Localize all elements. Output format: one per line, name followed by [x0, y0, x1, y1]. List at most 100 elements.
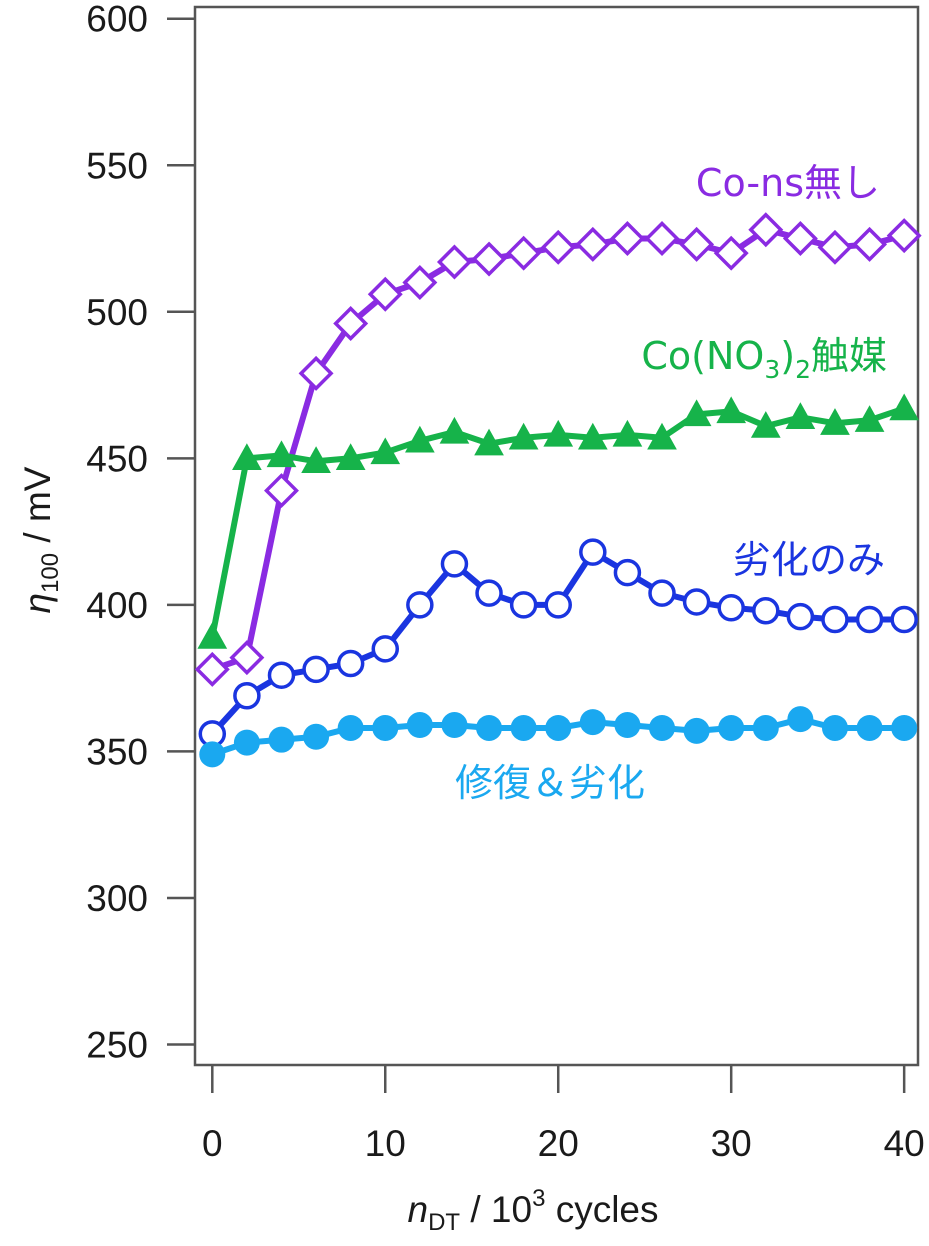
data-point — [406, 712, 433, 739]
y-tick-label: 600 — [86, 0, 148, 40]
x-axis-unit-suffix: cycles — [545, 1189, 658, 1230]
data-point — [750, 411, 781, 438]
x-tick-label: 30 — [711, 1123, 752, 1164]
data-point — [785, 402, 816, 430]
y-tick-label: 250 — [86, 1024, 148, 1065]
data-point — [510, 714, 537, 741]
data-point — [579, 709, 606, 736]
data-point — [267, 661, 296, 689]
data-point — [266, 440, 297, 468]
series-label-0: Co-ns無し — [696, 161, 880, 205]
data-point — [682, 588, 711, 616]
data-point — [441, 712, 468, 739]
data-point — [233, 681, 261, 710]
data-point — [406, 591, 434, 619]
data-point — [232, 443, 262, 471]
series-0 — [194, 212, 922, 687]
y-tick-label: 450 — [86, 438, 148, 479]
y-axis-title: η100 / mV — [17, 466, 64, 613]
data-point — [891, 714, 918, 741]
data-point — [681, 399, 712, 427]
x-axis-superscript: 3 — [532, 1185, 545, 1212]
data-point — [852, 226, 888, 262]
data-point — [544, 591, 572, 619]
x-tick-label: 20 — [538, 1123, 579, 1164]
x-axis-symbol: n — [407, 1189, 428, 1230]
data-point — [683, 717, 710, 744]
data-point — [436, 244, 472, 280]
data-point — [821, 714, 848, 741]
data-point — [817, 229, 853, 265]
data-point — [855, 605, 884, 634]
data-point — [752, 596, 780, 625]
y-axis-symbol: η — [17, 593, 58, 614]
data-point — [370, 437, 401, 465]
y-tick-label: 550 — [86, 145, 148, 186]
y-tick-label: 400 — [86, 585, 148, 626]
data-point — [787, 706, 814, 733]
data-point — [336, 649, 365, 678]
data-point — [890, 605, 918, 634]
data-point — [648, 579, 676, 607]
y-axis-subscript: 100 — [37, 553, 64, 593]
data-point — [440, 550, 469, 578]
data-point — [199, 741, 226, 768]
data-point — [717, 594, 745, 622]
data-point — [509, 591, 538, 619]
data-point — [474, 428, 504, 456]
data-point — [613, 558, 642, 587]
data-point — [194, 651, 230, 687]
data-point — [644, 221, 680, 257]
data-point — [229, 640, 265, 676]
data-point — [718, 714, 745, 741]
data-point — [405, 425, 435, 453]
data-point — [402, 265, 438, 300]
data-point — [543, 419, 574, 447]
data-point — [506, 235, 542, 271]
data-point — [233, 729, 260, 756]
y-tick-label: 350 — [86, 731, 148, 772]
x-tick-label: 0 — [202, 1123, 223, 1164]
series-layer — [194, 212, 922, 768]
x-axis-unit-prefix: / 10 — [460, 1189, 532, 1230]
data-point — [197, 622, 228, 649]
series-1 — [197, 393, 920, 649]
data-point — [575, 226, 611, 262]
data-point — [752, 714, 779, 741]
data-point — [508, 422, 539, 450]
series-label-2: 劣化のみ — [733, 538, 885, 582]
data-point — [577, 422, 608, 450]
data-point — [820, 408, 850, 435]
data-point — [854, 405, 885, 432]
data-point — [579, 538, 607, 566]
data-point — [545, 714, 572, 741]
data-point — [748, 212, 784, 248]
data-point — [886, 218, 922, 254]
data-point — [268, 726, 295, 753]
data-point — [475, 579, 503, 607]
data-point — [476, 714, 503, 741]
x-axis-title: nDT / 103 cycles — [407, 1185, 658, 1236]
series-label-3: 修復＆劣化 — [455, 761, 645, 805]
data-point — [337, 714, 364, 741]
data-point — [856, 714, 883, 741]
data-point — [303, 723, 330, 750]
x-tick-label: 10 — [365, 1123, 406, 1164]
data-point — [302, 655, 330, 684]
data-point — [439, 416, 470, 444]
y-axis-unit: / mV — [17, 466, 58, 553]
x-axis-subscript: DT — [428, 1209, 460, 1236]
y-axis: 250 300 350 400 450 500 550 600 — [86, 0, 195, 1065]
data-point — [647, 422, 677, 450]
data-point — [298, 355, 334, 391]
data-point — [679, 226, 715, 262]
x-axis: 0 10 20 30 40 — [202, 1065, 925, 1164]
data-point — [782, 221, 818, 257]
data-point — [713, 235, 749, 271]
data-point — [612, 419, 643, 447]
data-point — [372, 714, 399, 741]
data-point — [333, 306, 369, 341]
data-point — [371, 635, 400, 663]
